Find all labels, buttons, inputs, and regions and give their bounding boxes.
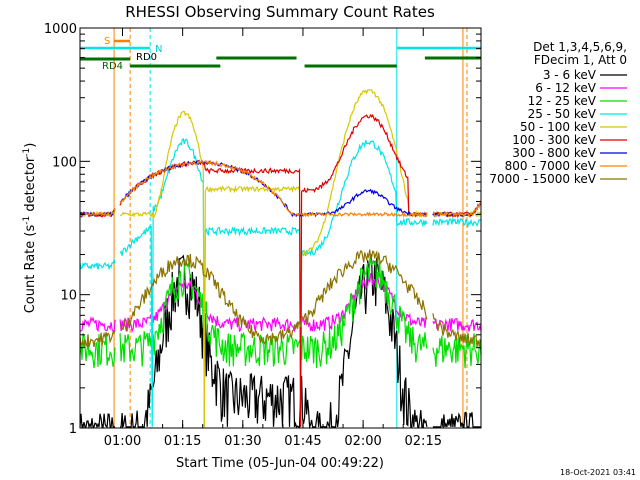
legend-header-2: FDecim 1, Att 0 [534,53,627,67]
flag-bars [80,39,481,68]
y-axis-label: Count Rate (s-1 detector-1) [22,143,38,314]
chart-title: RHESSI Observing Summary Count Rates [125,3,435,21]
timestamp: 18-Oct-2021 03:41 [560,468,636,477]
legend-label-3: 25 - 50 keV [528,107,597,121]
flag-label-rd4: RD4 [102,61,123,72]
x-tick-label-0: 01:00 [104,434,141,449]
legend: Det 1,3,4,5,6,9, FDecim 1, Att 0 3 - 6 k… [489,40,627,186]
series-line-0 [79,254,481,430]
legend-label-5: 100 - 300 keV [512,133,596,147]
x-ticks: 01:00 01:15 01:30 01:45 02:00 02:15 [81,28,464,449]
series-line-5 [79,113,482,427]
legend-label-0: 3 - 6 keV [543,68,597,82]
event-markers [113,28,468,428]
series-line-8 [79,249,482,349]
flag-label-s: S [104,36,110,47]
legend-label-2: 12 - 25 keV [528,94,597,108]
legend-label-4: 50 - 100 keV [520,120,597,134]
legend-header-1: Det 1,3,4,5,6,9, [533,40,627,54]
x-tick-label-3: 01:45 [284,434,321,449]
flag-label-rd0: RD0 [136,52,157,63]
x-axis-label: Start Time (05-Jun-04 00:49:22) [176,456,384,471]
y-tick-label-2: 100 [52,155,77,170]
series-line-3 [79,137,481,427]
series-layer [79,89,482,430]
series-line-2 [79,257,482,369]
legend-label-7: 800 - 7000 keV [505,159,597,173]
series-line-7 [79,159,482,218]
x-tick-label-2: 01:30 [224,434,261,449]
series-line-4 [79,89,482,427]
y-tick-label-1: 10 [60,289,77,304]
x-tick-label-4: 02:00 [344,434,381,449]
legend-label-8: 7000 - 15000 keV [489,172,596,186]
flag-label-n: N [155,44,162,55]
legend-label-6: 300 - 800 keV [512,146,596,160]
legend-label-1: 6 - 12 keV [535,81,597,95]
x-tick-label-1: 01:15 [164,434,201,449]
series-line-1 [79,273,482,334]
y-ticks: 1 10 100 1000 [44,22,481,437]
x-tick-label-5: 02:15 [405,434,442,449]
y-tick-label-0: 1 [69,422,77,437]
plot-frame [79,27,482,429]
y-tick-label-3: 1000 [44,22,77,37]
